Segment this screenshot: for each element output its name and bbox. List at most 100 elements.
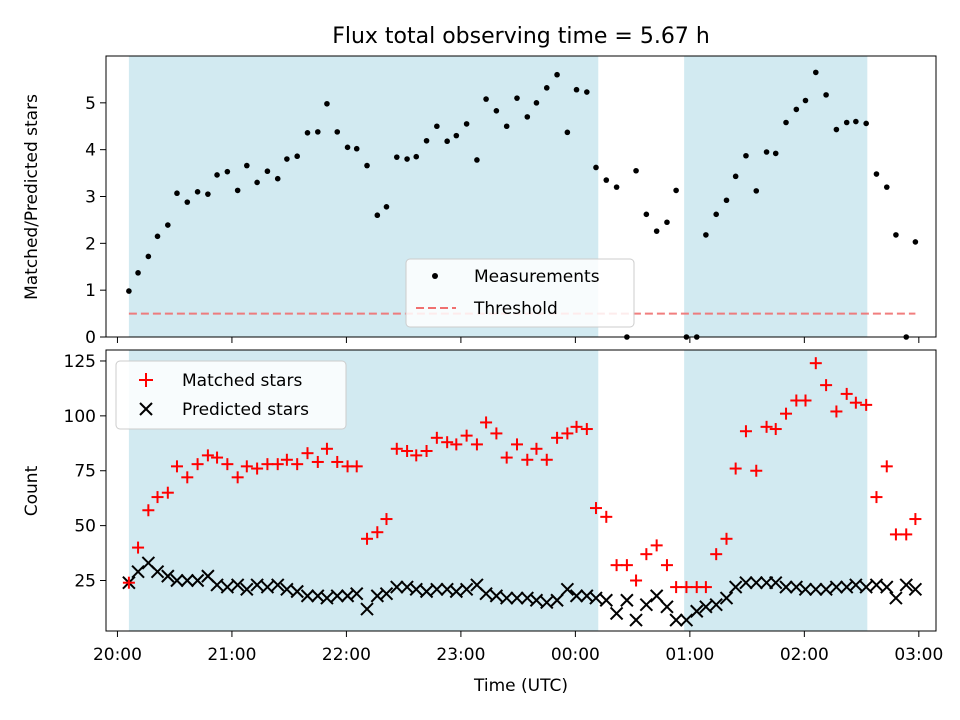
matched-star-point bbox=[240, 460, 253, 473]
predicted-star-point bbox=[271, 578, 285, 592]
matched-star-point bbox=[371, 526, 384, 539]
predicted-star-point bbox=[499, 591, 514, 605]
measurement-point bbox=[135, 270, 141, 276]
predicted-star-point bbox=[819, 582, 833, 596]
predicted-star-point bbox=[320, 591, 334, 605]
measurement-point bbox=[334, 129, 341, 135]
predicted-star-point bbox=[449, 584, 464, 599]
top-y-tick-label: 4 bbox=[85, 141, 96, 161]
predicted-star-point bbox=[240, 582, 254, 596]
matched-star-point bbox=[760, 420, 773, 433]
matched-star-point bbox=[401, 444, 414, 457]
measurement-point bbox=[224, 168, 231, 175]
measurement-point bbox=[314, 129, 321, 135]
predicted-star-point bbox=[609, 606, 624, 621]
top-y-tick-label: 1 bbox=[85, 281, 96, 301]
measurement-point bbox=[503, 123, 510, 130]
predicted-star-point bbox=[728, 580, 743, 594]
measurement-point bbox=[554, 71, 560, 78]
predicted-star-point bbox=[379, 586, 394, 601]
predicted-star-point bbox=[899, 578, 913, 592]
matched-star-point bbox=[880, 460, 893, 473]
legend-predicted-marker bbox=[139, 402, 153, 416]
measurement-point bbox=[772, 150, 779, 157]
matched-star-point bbox=[670, 581, 683, 594]
predicted-star-point bbox=[629, 613, 643, 627]
x-axis-label: Time (UTC) bbox=[473, 676, 568, 696]
matched-star-point bbox=[132, 541, 145, 554]
x-tick-label: 23:00 bbox=[436, 645, 485, 665]
predicted-star-point bbox=[569, 589, 584, 603]
measurement-point bbox=[493, 107, 500, 114]
top-panel: 0 1 2 3 4 5 Matched/Predicted stars Measureme… bbox=[22, 55, 937, 348]
matched-star-point bbox=[261, 458, 274, 471]
matched-star-point bbox=[301, 447, 314, 460]
predicted-star-point bbox=[529, 593, 544, 607]
matched-star-point bbox=[739, 425, 752, 438]
matched-star-point bbox=[900, 528, 913, 541]
top-y-tick-label: 0 bbox=[85, 328, 96, 348]
predicted-star-point bbox=[660, 600, 674, 614]
measurement-point bbox=[444, 138, 450, 145]
matched-star-point bbox=[311, 455, 324, 468]
matched-star-point bbox=[660, 559, 673, 572]
matched-star-point bbox=[521, 453, 534, 466]
measurement-point bbox=[613, 184, 620, 190]
bottom-y-tick-label: 125 bbox=[64, 352, 96, 372]
top-y-tick-label: 5 bbox=[85, 94, 96, 114]
measurement-point bbox=[463, 121, 470, 127]
bottom-y-tick-label: 25 bbox=[74, 572, 96, 592]
matched-star-point bbox=[710, 548, 723, 561]
predicted-star-point bbox=[390, 580, 404, 594]
measurement-point bbox=[483, 96, 489, 102]
measurement-point bbox=[304, 130, 311, 136]
matched-star-point bbox=[769, 423, 782, 436]
predicted-star-point bbox=[719, 591, 734, 605]
matched-star-point bbox=[799, 394, 812, 407]
measurement-point bbox=[664, 219, 670, 226]
bottom-y-axis-label: Count bbox=[22, 465, 42, 516]
predicted-star-point bbox=[749, 575, 763, 590]
measurement-point bbox=[344, 144, 351, 151]
matched-star-point bbox=[410, 449, 423, 462]
matched-star-point bbox=[390, 442, 403, 455]
matched-star-point bbox=[151, 491, 164, 504]
predicted-star-point bbox=[459, 582, 474, 596]
predicted-star-point bbox=[639, 597, 654, 612]
top-y-axis: 0 1 2 3 4 5 bbox=[85, 94, 106, 348]
measurement-point bbox=[853, 118, 859, 125]
matched-star-point bbox=[870, 491, 883, 504]
matched-star-point bbox=[650, 539, 663, 552]
predicted-star-point bbox=[170, 573, 184, 588]
predicted-star-point bbox=[779, 580, 793, 594]
matched-star-point bbox=[909, 513, 922, 526]
bottom-y-axis: 25 50 75 100 125 bbox=[64, 352, 106, 592]
matched-star-point bbox=[490, 427, 503, 440]
matched-star-point bbox=[420, 444, 433, 457]
predicted-star-point bbox=[180, 573, 194, 588]
measurement-point bbox=[573, 86, 580, 93]
matched-star-point bbox=[840, 387, 853, 400]
measurement-point bbox=[434, 123, 440, 130]
measurement-point bbox=[743, 152, 749, 159]
predicted-star-point bbox=[908, 582, 923, 596]
x-tick-label: 03:00 bbox=[894, 645, 943, 665]
predicted-star-point bbox=[540, 595, 554, 610]
predicted-star-point bbox=[350, 586, 364, 601]
bottom-y-tick-label: 100 bbox=[64, 407, 96, 427]
measurement-point bbox=[374, 212, 381, 219]
predicted-star-point bbox=[809, 582, 823, 596]
predicted-star-point bbox=[260, 580, 275, 594]
predicted-star-point bbox=[699, 600, 713, 614]
matched-star-point bbox=[580, 423, 593, 436]
x-tick-label: 20:00 bbox=[93, 645, 142, 665]
bottom-x-axis: 20:00 21:00 22:00 23:00 00:00 01:00 02:00 03:00 bbox=[93, 631, 943, 665]
matched-star-point bbox=[122, 576, 135, 589]
matched-star-point bbox=[361, 532, 374, 545]
x-tick-label: 22:00 bbox=[322, 645, 371, 665]
measurement-point bbox=[643, 211, 650, 218]
matched-star-point bbox=[820, 379, 833, 392]
matched-star-point bbox=[729, 462, 742, 475]
measurement-points bbox=[126, 69, 919, 340]
matched-star-point bbox=[540, 453, 553, 466]
